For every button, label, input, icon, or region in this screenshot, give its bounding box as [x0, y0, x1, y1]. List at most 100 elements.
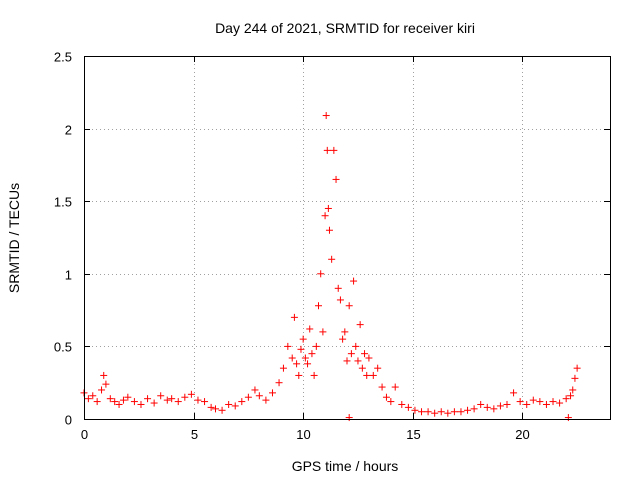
y-tick-label: 1	[65, 268, 72, 283]
data-point	[293, 360, 301, 368]
data-point	[201, 398, 209, 406]
data-point	[391, 383, 399, 391]
x-tick-label: 5	[191, 427, 198, 442]
data-point	[523, 400, 531, 408]
data-point	[119, 396, 127, 404]
data-point	[477, 400, 485, 408]
y-tick-label: 2	[65, 123, 72, 138]
data-point	[361, 350, 369, 358]
data-point	[356, 321, 364, 329]
data-point	[98, 386, 106, 394]
data-point	[137, 400, 145, 408]
data-point	[321, 212, 329, 220]
data-point	[536, 398, 544, 406]
data-point	[341, 328, 349, 336]
y-tick-label: 2.5	[54, 50, 72, 65]
data-point	[418, 408, 426, 416]
data-point	[306, 325, 314, 333]
data-point	[347, 350, 355, 358]
data-point	[374, 364, 382, 372]
data-point	[299, 335, 307, 343]
data-point	[102, 380, 110, 388]
data-point	[284, 342, 292, 350]
data-point	[398, 400, 406, 408]
data-point	[207, 403, 215, 411]
data-point	[84, 395, 92, 403]
data-point	[345, 302, 353, 310]
data-point	[404, 403, 412, 411]
y-tick-label: 0.5	[54, 340, 72, 355]
data-point	[328, 255, 336, 263]
data-point	[163, 396, 171, 404]
data-point	[510, 389, 518, 397]
data-point	[424, 408, 432, 416]
data-point	[262, 396, 270, 404]
tick-labels: 0 5 10 15 20 0 0.5 1 1.5 2 2.5	[54, 50, 530, 443]
data-point	[330, 146, 338, 154]
plot-frame	[84, 56, 611, 420]
data-point	[212, 405, 219, 413]
data-point	[315, 302, 323, 310]
data-point	[382, 393, 390, 401]
data-point	[358, 364, 366, 372]
data-point	[516, 398, 524, 406]
x-tick-label: 0	[81, 427, 88, 442]
data-point	[279, 364, 287, 372]
data-point	[93, 398, 101, 406]
data-point	[288, 354, 296, 362]
data-point	[444, 409, 452, 417]
data-point	[324, 204, 332, 212]
data-point	[556, 399, 564, 407]
data-point	[343, 357, 351, 365]
data-point	[369, 371, 377, 379]
data-point	[350, 277, 358, 285]
y-tick-label: 1.5	[54, 195, 72, 210]
data-point	[275, 379, 283, 387]
data-point	[255, 392, 263, 400]
data-point	[496, 402, 504, 410]
axis-ticks	[84, 56, 610, 420]
data-point	[365, 354, 373, 362]
data-point	[124, 393, 132, 401]
data-point	[334, 284, 342, 292]
data-point	[89, 392, 97, 400]
data-point	[464, 406, 472, 414]
x-tick-label: 15	[406, 427, 420, 442]
data-point	[352, 342, 360, 350]
data-point	[268, 389, 276, 397]
data-point	[295, 371, 303, 379]
data-point	[325, 226, 333, 234]
data-point	[387, 398, 395, 406]
data-point	[567, 392, 575, 400]
data-point	[115, 400, 123, 408]
data-marks	[80, 112, 581, 422]
data-point	[503, 400, 511, 408]
data-point	[569, 386, 577, 394]
x-tick-label: 20	[515, 427, 529, 442]
data-point	[332, 175, 340, 183]
data-point	[490, 405, 498, 413]
data-point	[111, 398, 119, 406]
data-point	[354, 357, 362, 365]
grid	[84, 56, 610, 419]
y-axis-title: SRMTID / TECUs	[6, 183, 22, 293]
data-point	[174, 398, 182, 406]
data-point	[323, 146, 331, 154]
data-point	[106, 395, 114, 403]
data-point	[312, 342, 320, 350]
data-point	[181, 393, 189, 401]
data-point	[308, 350, 316, 358]
data-point	[100, 371, 108, 379]
data-point	[322, 112, 330, 120]
data-point	[450, 408, 458, 416]
data-point	[187, 390, 195, 398]
data-point	[194, 396, 202, 404]
x-axis-title: GPS time / hours	[292, 458, 399, 474]
chart-title: Day 244 of 2021, SRMTID for receiver kir…	[215, 20, 475, 36]
data-point	[573, 364, 581, 372]
data-point	[562, 395, 570, 403]
data-point	[218, 406, 226, 414]
data-point	[571, 374, 579, 382]
data-point	[150, 399, 158, 407]
